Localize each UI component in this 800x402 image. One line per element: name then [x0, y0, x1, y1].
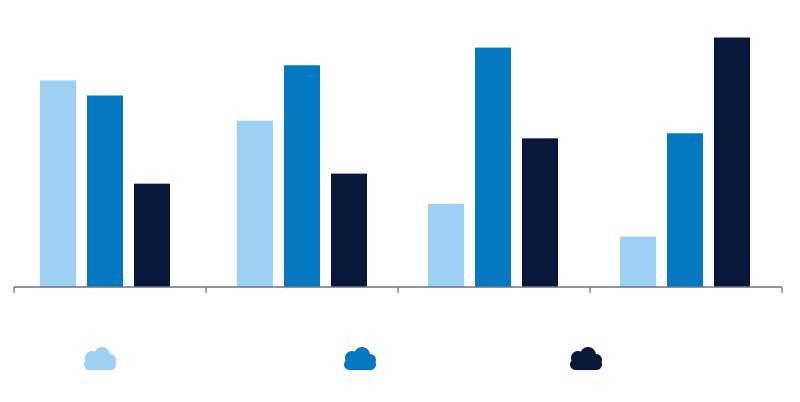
legend-item-1 [84, 347, 116, 370]
bar-group-4 [620, 37, 750, 287]
bar-groups [40, 37, 750, 288]
bar-s1-c3 [428, 203, 464, 287]
bar-s2-c1 [87, 95, 123, 287]
bar-s3-c2 [331, 173, 367, 287]
bar-s3-c4 [714, 37, 750, 287]
bar-s2-c4 [667, 133, 703, 287]
bar-s2-c3 [475, 47, 511, 287]
bar-group-1 [40, 80, 170, 287]
bar-s2-c2 [284, 65, 320, 288]
legend [84, 347, 602, 370]
bar-s1-c1 [40, 80, 76, 287]
bar-group-3 [428, 47, 558, 287]
legend-item-3 [570, 347, 602, 370]
cloud-icon [344, 347, 376, 370]
bar-group-2 [237, 65, 367, 288]
bar-s3-c3 [522, 138, 558, 287]
cloud-icon [84, 347, 116, 370]
legend-item-2 [344, 347, 376, 370]
bar-s1-c2 [237, 120, 273, 288]
cloud-icon [570, 347, 602, 370]
bar-s3-c1 [134, 183, 170, 287]
x-axis [13, 286, 783, 293]
bar-s1-c4 [620, 236, 656, 287]
